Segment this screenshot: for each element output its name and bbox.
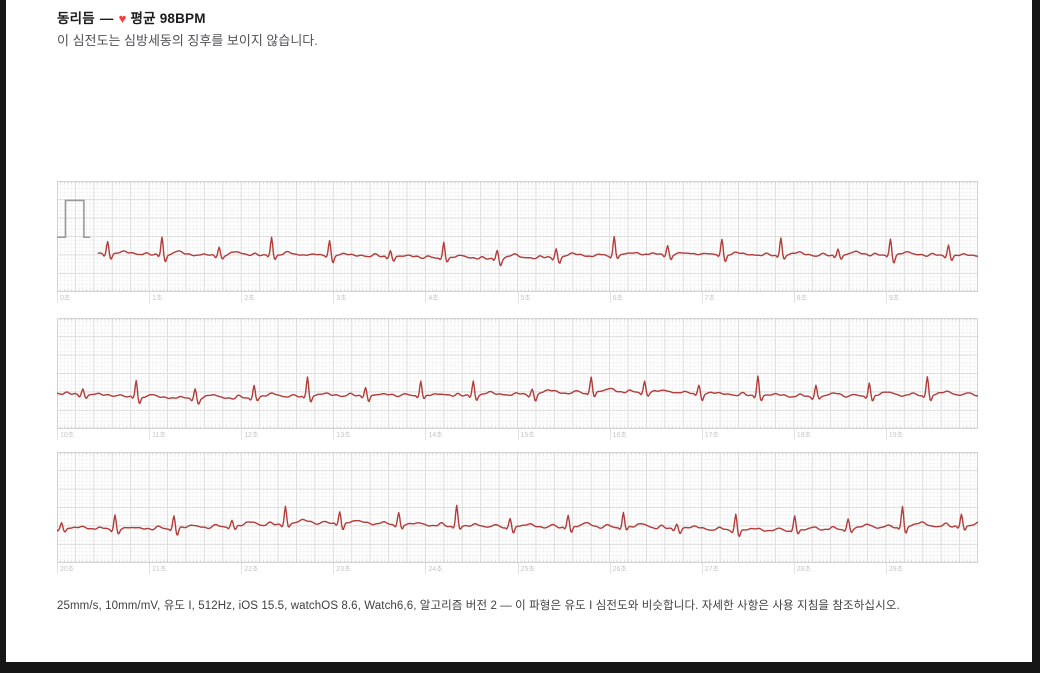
second-gridline: [609, 292, 611, 303]
second-gridline: [241, 563, 243, 574]
afib-result-text: 이 심전도는 심방세동의 징후를 보이지 않습니다.: [57, 33, 318, 48]
calibration-pulse: [57, 199, 90, 239]
second-gridline: [333, 563, 335, 574]
time-tick-label: 24초: [428, 566, 443, 573]
second-gridline: [425, 292, 427, 303]
average-bpm-label: 평균 98BPM: [130, 11, 206, 26]
time-tick-label: 10초: [60, 432, 75, 439]
second-gridline: [793, 429, 795, 440]
time-tick-label: 18초: [796, 432, 812, 439]
second-gridline: [885, 563, 887, 574]
second-gridline: [241, 292, 243, 303]
time-tick-label: 20초: [60, 566, 75, 573]
ecg-waveform: [57, 504, 978, 538]
second-gridline: [149, 563, 151, 574]
rhythm-classification: 동리듬: [57, 11, 95, 26]
second-gridline: [885, 292, 887, 303]
time-tick-label: 6초: [612, 295, 623, 302]
time-axis-1: 0초 1초 2초 3초 4초 5초 6초 7초 8초 9초: [57, 292, 978, 304]
ecg-grid-2: [57, 318, 978, 429]
time-tick-label: 3초: [336, 295, 347, 302]
ecg-strips: 0초 1초 2초 3초 4초 5초 6초 7초 8초 9초 10초 11초 12초 13초 14초 15초 16…: [57, 181, 978, 576]
ecg-grid-3: [57, 452, 978, 563]
time-tick-label: 27초: [704, 566, 719, 573]
ecg-grid-1: [57, 181, 978, 292]
time-tick-label: 15초: [520, 432, 535, 439]
second-gridline: [701, 563, 703, 574]
time-tick-label: 0초: [60, 295, 71, 302]
second-gridline: [701, 429, 703, 440]
time-tick-label: 17초: [704, 432, 719, 439]
time-tick-label: 7초: [704, 295, 716, 302]
heart-icon: ♥: [118, 11, 127, 26]
time-tick-label: 25초: [520, 566, 535, 573]
second-gridline: [149, 429, 151, 440]
second-gridline: [517, 292, 519, 303]
time-tick-label: 22초: [244, 566, 259, 573]
ecg-strip-3: 20초 21초 22초 23초 24초 25초 26초 27초 28초 29초: [57, 452, 978, 575]
time-tick-label: 13초: [336, 432, 351, 439]
time-axis-3: 20초 21초 22초 23초 24초 25초 26초 27초 28초 29초: [57, 563, 978, 575]
time-tick-label: 5초: [520, 295, 531, 302]
second-gridline: [609, 429, 611, 440]
ecg-strip-2: 10초 11초 12초 13초 14초 15초 16초 17초 18초 19초: [57, 318, 978, 441]
ecg-waveform: [57, 375, 978, 405]
second-gridline: [57, 429, 58, 440]
time-tick-label: 11초: [152, 432, 166, 439]
time-tick-label: 26초: [612, 566, 627, 573]
time-tick-label: 23초: [336, 566, 351, 573]
ecg-strip-1: 0초 1초 2초 3초 4초 5초 6초 7초 8초 9초: [57, 181, 978, 304]
second-gridline: [609, 563, 611, 574]
second-gridline: [425, 429, 427, 440]
second-gridline: [517, 429, 519, 440]
dash-separator: —: [99, 11, 114, 26]
second-gridline: [333, 429, 335, 440]
time-tick-label: 9초: [888, 295, 900, 302]
second-gridline: [149, 292, 151, 303]
second-gridline: [425, 563, 427, 574]
time-tick-label: 4초: [428, 295, 439, 302]
time-axis-2: 10초 11초 12초 13초 14초 15초 16초 17초 18초 19초: [57, 429, 978, 441]
time-tick-label: 1초: [152, 295, 163, 302]
time-tick-label: 19초: [888, 432, 904, 439]
recording-details: 25mm/s, 10mm/mV, 유도 I, 512Hz, iOS 15.5, …: [57, 600, 900, 612]
second-gridline: [57, 563, 58, 574]
second-gridline: [701, 292, 703, 303]
time-tick-label: 16초: [612, 432, 627, 439]
time-tick-label: 2초: [244, 295, 255, 302]
second-gridline: [793, 563, 795, 574]
time-tick-label: 14초: [428, 432, 443, 439]
ecg-waveform: [97, 235, 978, 267]
time-tick-label: 29초: [888, 566, 904, 573]
second-gridline: [517, 563, 519, 574]
second-gridline: [793, 292, 795, 303]
time-tick-label: 21초: [152, 566, 167, 573]
page-title: 동리듬 — ♥ 평균 98BPM: [57, 7, 206, 27]
time-tick-label: 12초: [244, 432, 259, 439]
second-gridline: [241, 429, 243, 440]
time-tick-label: 8초: [796, 295, 808, 302]
second-gridline: [57, 292, 58, 303]
second-gridline: [885, 429, 887, 440]
second-gridline: [333, 292, 335, 303]
time-tick-label: 28초: [796, 566, 812, 573]
ecg-report-page: 동리듬 — ♥ 평균 98BPM 이 심전도는 심방세동의 징후를 보이지 않습니다.…: [6, 0, 1032, 662]
